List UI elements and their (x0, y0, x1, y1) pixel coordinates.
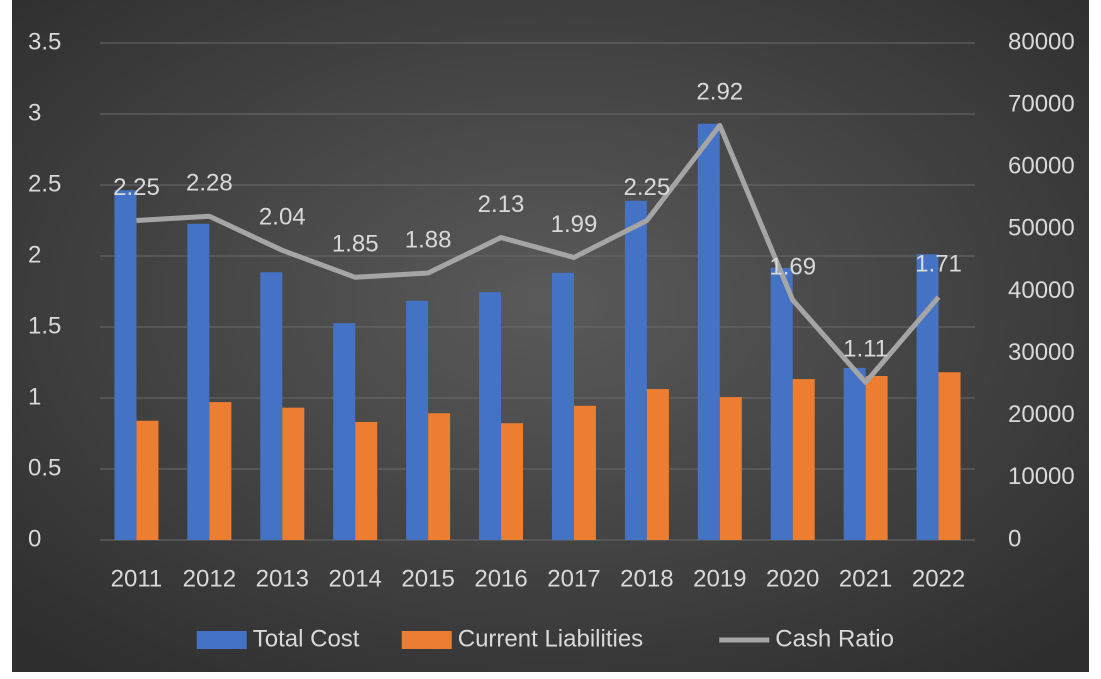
legend-swatch (401, 631, 452, 649)
x-tick-label: 2021 (839, 565, 892, 592)
x-tick-label: 2013 (256, 565, 309, 592)
y-tick-label: 1 (28, 383, 41, 410)
bar (938, 372, 961, 540)
y2-tick-label: 20000 (1008, 401, 1075, 428)
line (136, 122, 941, 385)
data-label: 2.13 (478, 191, 525, 218)
data-label: 2.25 (624, 174, 671, 201)
x-tick-label: 2014 (329, 565, 382, 592)
bar (770, 267, 793, 540)
y-tick-label: 2 (28, 241, 41, 268)
legend-label: Total Cost (253, 625, 360, 652)
bar (551, 272, 574, 540)
x-tick-label: 2018 (620, 565, 673, 592)
data-label: 2.04 (259, 204, 306, 231)
bar (428, 413, 451, 540)
x-tick-label: 2022 (912, 565, 965, 592)
y2-tick-label: 80000 (1008, 28, 1075, 55)
legend-label: Current Liabilities (458, 625, 643, 652)
bar (333, 323, 356, 540)
bar (719, 397, 742, 540)
data-label: 2.28 (186, 170, 233, 197)
bar (406, 300, 429, 540)
data-label: 1.69 (769, 253, 816, 280)
x-tick-label: 2012 (183, 565, 236, 592)
bar (282, 407, 305, 540)
bar (697, 123, 720, 540)
legend-swatch (196, 631, 247, 649)
data-label: 1.88 (405, 226, 452, 253)
y-tick-label: 0 (28, 525, 41, 552)
bar (114, 190, 137, 540)
bar (792, 379, 815, 540)
data-label: 2.92 (696, 79, 743, 106)
x-tick-label: 2011 (111, 565, 163, 592)
y2-tick-label: 70000 (1008, 90, 1075, 117)
data-label: 1.85 (332, 231, 379, 258)
y2-tick-label: 50000 (1008, 215, 1075, 242)
bar (573, 405, 596, 540)
bar (209, 402, 232, 540)
y2-tick-label: 40000 (1008, 277, 1075, 304)
bar (136, 420, 159, 540)
data-label: 1.71 (915, 251, 962, 278)
bar (916, 254, 939, 540)
data-label: 1.99 (551, 211, 598, 238)
y-tick-label: 1.5 (28, 312, 61, 339)
bar (501, 423, 524, 540)
x-tick-label: 2017 (547, 565, 600, 592)
y2-tick-label: 30000 (1008, 339, 1075, 366)
bar (646, 389, 669, 540)
y2-tick-label: 60000 (1008, 153, 1075, 180)
y-tick-label: 3 (28, 99, 41, 126)
y-tick-label: 3.5 (28, 28, 61, 55)
data-label: 1.11 (843, 336, 888, 363)
legend-label: Cash Ratio (775, 625, 894, 652)
x-tick-label: 2020 (766, 565, 819, 592)
bar (260, 272, 283, 540)
bar (187, 223, 210, 540)
bar (355, 421, 378, 540)
y2-tick-label: 10000 (1008, 463, 1075, 490)
data-label: 2.25 (113, 174, 160, 201)
x-tick-label: 2015 (401, 565, 454, 592)
bar (843, 367, 866, 540)
bar (865, 375, 888, 540)
x-tick-label: 2016 (474, 565, 527, 592)
y-tick-label: 2.5 (28, 170, 61, 197)
bar (624, 200, 647, 541)
x-tick-label: 2019 (693, 565, 746, 592)
bar (479, 292, 502, 540)
y-tick-label: 0.5 (28, 454, 61, 481)
y2-tick-label: 0 (1008, 525, 1021, 552)
